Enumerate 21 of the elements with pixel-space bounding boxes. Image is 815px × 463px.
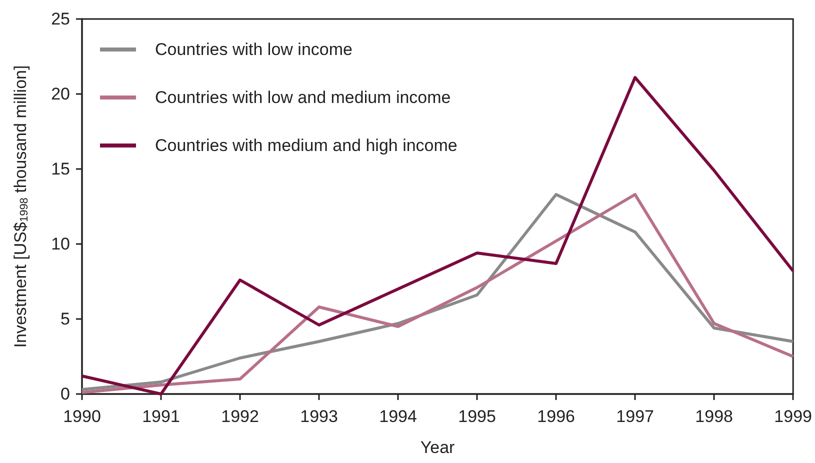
- x-tick-label: 1993: [300, 407, 338, 426]
- y-axis-title: Investment [US$1998 thousand million]: [11, 65, 30, 348]
- legend-label: Countries with low income: [155, 40, 352, 59]
- y-tick-label: 0: [60, 384, 70, 404]
- x-tick-label: 1990: [63, 407, 101, 426]
- x-tick-label: 1991: [142, 407, 180, 426]
- y-tick-label: 5: [60, 310, 70, 328]
- x-tick-label: 1997: [616, 407, 654, 426]
- x-axis-title: Year: [420, 438, 456, 457]
- x-tick-label: 1996: [537, 407, 575, 426]
- y-tick-label: 15: [51, 160, 70, 178]
- x-tick-label: 1999: [774, 407, 812, 426]
- legend-label: Countries with low and medium income: [155, 88, 451, 107]
- x-tick-label: 1994: [379, 407, 417, 426]
- x-tick-label: 1992: [221, 407, 259, 426]
- legend-label: Countries with medium and high income: [155, 136, 458, 155]
- x-tick-label: 1995: [458, 407, 496, 426]
- y-tick-label: 20: [51, 84, 70, 104]
- y-tick-label: 25: [51, 10, 70, 28]
- y-tick-label: 10: [51, 234, 70, 254]
- x-tick-label: 1998: [695, 407, 733, 426]
